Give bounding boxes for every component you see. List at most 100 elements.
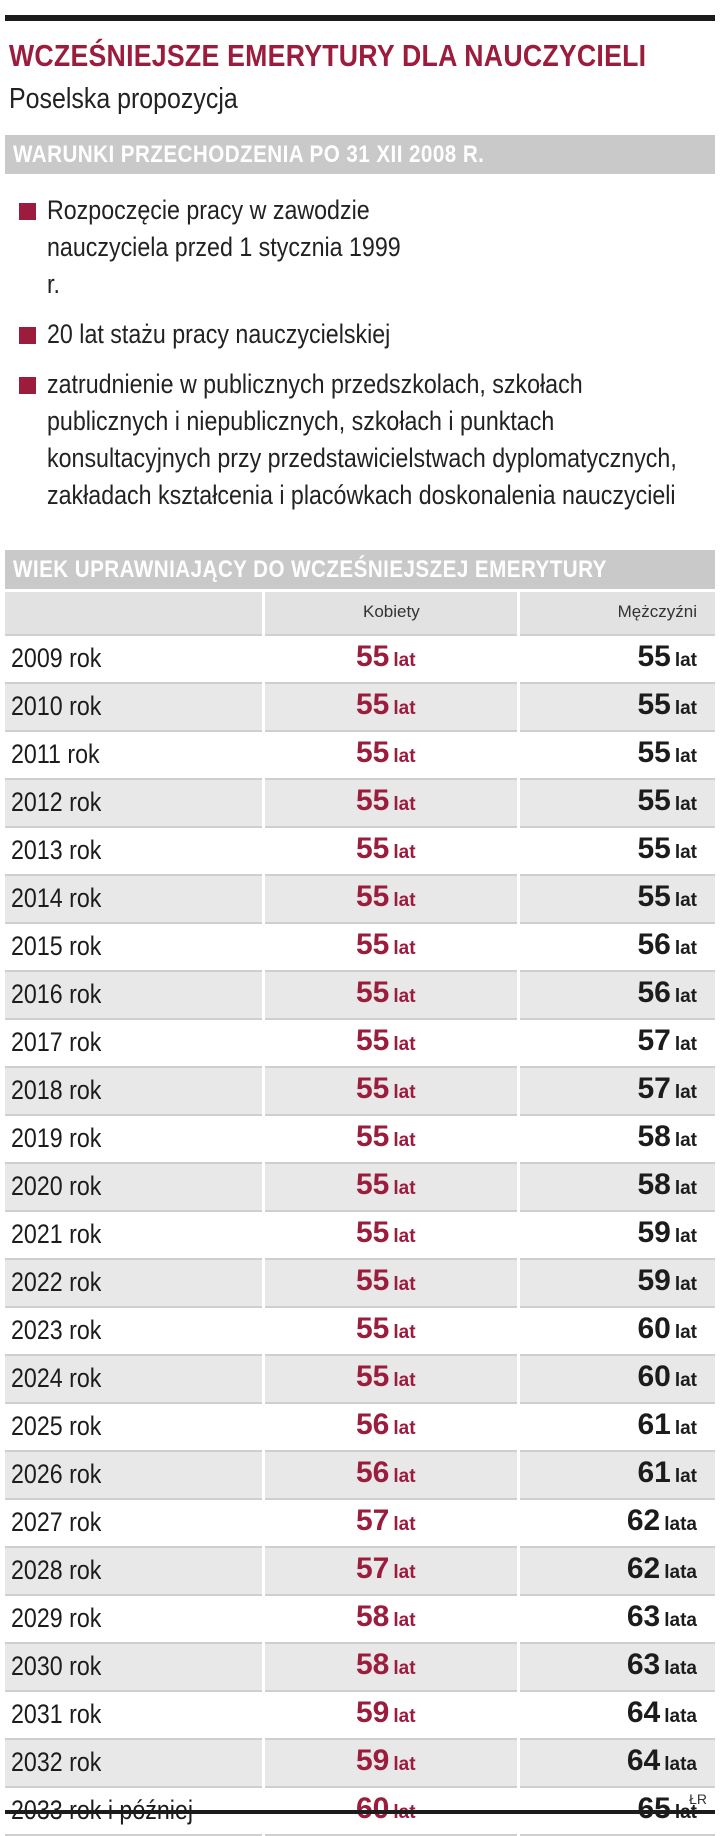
men-age-cell: 60 lat bbox=[637, 1312, 697, 1346]
year-cell: 2022 rok bbox=[11, 1267, 102, 1297]
condition-item: zatrudnienie w publicznych przedszkolach… bbox=[5, 366, 715, 514]
men-age-cell: 57 lat bbox=[637, 1072, 697, 1106]
women-age-unit: lat bbox=[393, 1562, 416, 1583]
women-age-value: 55 bbox=[356, 1216, 390, 1249]
men-age-unit: lat bbox=[674, 1274, 697, 1295]
men-age-value: 61 bbox=[637, 1408, 671, 1441]
women-age-cell: 55 lat bbox=[356, 928, 416, 962]
women-age-unit: lat bbox=[393, 1466, 416, 1487]
men-age-unit: lata bbox=[664, 1706, 697, 1727]
year-cell: 2009 rok bbox=[11, 643, 102, 673]
men-age-unit: lat bbox=[674, 1178, 697, 1199]
women-age-value: 59 bbox=[356, 1696, 390, 1729]
men-age-unit: lat bbox=[674, 1130, 697, 1151]
men-age-cell: 55 lat bbox=[637, 880, 697, 914]
bottom-rule bbox=[5, 1810, 715, 1814]
table-row: 2020 rok 55 lat 58 lat bbox=[5, 1164, 715, 1212]
table-row: 2009 rok 55 lat 55 lat bbox=[5, 636, 715, 684]
men-age-cell: 56 lat bbox=[637, 976, 697, 1010]
women-age-unit: lat bbox=[393, 698, 416, 719]
women-age-cell: 58 lat bbox=[356, 1648, 416, 1682]
year-cell: 2012 rok bbox=[11, 787, 102, 817]
women-age-cell: 55 lat bbox=[356, 1312, 416, 1346]
women-age-value: 55 bbox=[356, 976, 390, 1009]
year-cell: 2020 rok bbox=[11, 1171, 102, 1201]
men-age-cell: 55 lat bbox=[637, 736, 697, 770]
women-age-cell: 55 lat bbox=[356, 1024, 416, 1058]
women-age-value: 60 bbox=[356, 1792, 390, 1825]
men-age-unit: lata bbox=[664, 1610, 697, 1631]
men-age-unit: lata bbox=[664, 1754, 697, 1775]
men-age-value: 64 bbox=[626, 1744, 661, 1777]
table-row: 2018 rok 55 lat 57 lat bbox=[5, 1068, 715, 1116]
page-title: WCZEŚNIEJSZE EMERYTURY DLA NAUCZYCIELI bbox=[9, 38, 647, 73]
women-age-unit: lat bbox=[393, 986, 416, 1007]
women-age-cell: 59 lat bbox=[356, 1696, 416, 1730]
square-bullet-icon bbox=[19, 203, 36, 220]
women-age-cell: 55 lat bbox=[356, 640, 416, 674]
men-age-value: 56 bbox=[637, 976, 671, 1009]
women-age-cell: 55 lat bbox=[356, 736, 416, 770]
men-age-unit: lat bbox=[674, 1082, 697, 1103]
men-age-unit: lat bbox=[674, 1370, 697, 1391]
author-credit: ŁR bbox=[689, 1791, 707, 1807]
men-age-value: 56 bbox=[637, 928, 671, 961]
men-age-unit: lat bbox=[674, 842, 697, 863]
women-age-cell: 56 lat bbox=[356, 1408, 416, 1442]
men-age-unit: lata bbox=[664, 1562, 697, 1583]
column-divider bbox=[517, 592, 520, 1836]
table-row: 2026 rok 56 lat 61 lat bbox=[5, 1452, 715, 1500]
table-row: 2031 rok 59 lat 64 lata bbox=[5, 1692, 715, 1740]
women-age-cell: 55 lat bbox=[356, 1120, 416, 1154]
women-age-cell: 55 lat bbox=[356, 1360, 416, 1394]
women-age-cell: 56 lat bbox=[356, 1456, 416, 1490]
year-cell: 2013 rok bbox=[11, 835, 102, 865]
women-age-cell: 55 lat bbox=[356, 1072, 416, 1106]
men-age-cell: 64 lata bbox=[627, 1744, 697, 1778]
age-table-heading-bar: WIEK UPRAWNIAJĄCY DO WCZEŚNIEJSZEJ EMERY… bbox=[5, 550, 715, 589]
table-row: 2032 rok 59 lat 64 lata bbox=[5, 1740, 715, 1788]
men-age-cell: 57 lat bbox=[637, 1024, 697, 1058]
women-age-cell: 55 lat bbox=[356, 1168, 416, 1202]
men-age-value: 55 bbox=[637, 688, 671, 721]
women-age-unit: lat bbox=[393, 1322, 416, 1343]
men-age-cell: 63 lata bbox=[627, 1600, 697, 1634]
table-row: 2016 rok 55 lat 56 lat bbox=[5, 972, 715, 1020]
year-cell: 2026 rok bbox=[11, 1459, 102, 1489]
table-body: 2009 rok 55 lat 55 lat 2010 rok 55 lat 55 lat 2011… bbox=[5, 636, 715, 1836]
men-age-value: 55 bbox=[637, 880, 671, 913]
table-row: 2021 rok 55 lat 59 lat bbox=[5, 1212, 715, 1260]
table-row: 2027 rok 57 lat 62 lata bbox=[5, 1500, 715, 1548]
women-age-unit: lat bbox=[393, 1178, 416, 1199]
infographic: WCZEŚNIEJSZE EMERYTURY DLA NAUCZYCIELI P… bbox=[5, 0, 715, 1836]
men-age-cell: 61 lat bbox=[637, 1456, 697, 1490]
women-age-cell: 59 lat bbox=[356, 1744, 416, 1778]
table-row: 2022 rok 55 lat 59 lat bbox=[5, 1260, 715, 1308]
year-cell: 2018 rok bbox=[11, 1075, 102, 1105]
women-age-cell: 58 lat bbox=[356, 1600, 416, 1634]
conditions-heading: WARUNKI PRZECHODZENIA PO 31 XII 2008 R. bbox=[13, 141, 485, 168]
column-header-women: Kobiety bbox=[363, 602, 420, 621]
year-cell: 2025 rok bbox=[11, 1411, 102, 1441]
year-cell: 2023 rok bbox=[11, 1315, 102, 1345]
women-age-value: 56 bbox=[356, 1456, 390, 1489]
men-age-value: 57 bbox=[637, 1072, 671, 1105]
condition-text: Rozpoczęcie pracy w zawodzie nauczyciela… bbox=[47, 195, 401, 299]
year-cell: 2021 rok bbox=[11, 1219, 102, 1249]
men-age-value: 62 bbox=[626, 1552, 661, 1585]
men-age-cell: 63 lata bbox=[627, 1648, 697, 1682]
year-cell: 2011 rok bbox=[11, 739, 100, 769]
women-age-unit: lat bbox=[393, 1082, 416, 1103]
conditions-heading-bar: WARUNKI PRZECHODZENIA PO 31 XII 2008 R. bbox=[5, 135, 715, 174]
women-age-cell: 55 lat bbox=[356, 688, 416, 722]
year-cell: 2031 rok bbox=[11, 1699, 102, 1729]
table-row: 2024 rok 55 lat 60 lat bbox=[5, 1356, 715, 1404]
men-age-unit: lat bbox=[674, 746, 697, 767]
conditions-list: Rozpoczęcie pracy w zawodzie nauczyciela… bbox=[5, 192, 715, 527]
women-age-value: 55 bbox=[356, 784, 390, 817]
women-age-cell: 55 lat bbox=[356, 976, 416, 1010]
men-age-cell: 62 lata bbox=[627, 1552, 697, 1586]
men-age-cell: 59 lat bbox=[637, 1264, 697, 1298]
condition-item: Rozpoczęcie pracy w zawodzie nauczyciela… bbox=[5, 192, 715, 303]
